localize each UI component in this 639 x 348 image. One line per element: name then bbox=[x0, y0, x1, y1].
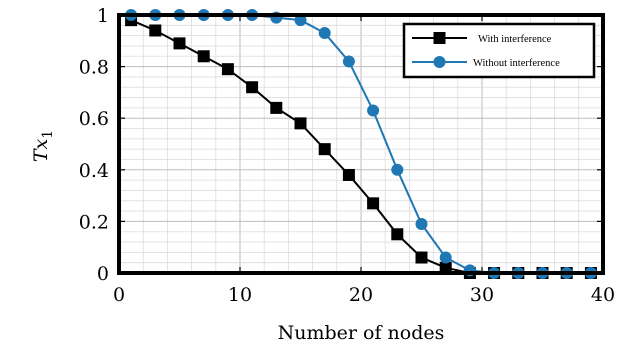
y-axis-label-subscript: 1 bbox=[40, 130, 56, 139]
legend-marker-without-interference bbox=[433, 56, 446, 68]
data-point bbox=[391, 228, 404, 241]
data-point bbox=[246, 81, 259, 94]
data-point bbox=[367, 197, 380, 210]
y-tick-label: 0.6 bbox=[79, 108, 109, 130]
ticks: 0 10 20 30 40 0 0.2 0.4 0.6 0.8 1 bbox=[79, 5, 615, 306]
legend-box bbox=[402, 22, 596, 79]
x-tick-label: 30 bbox=[470, 284, 494, 306]
x-tick-label: 10 bbox=[228, 284, 252, 306]
data-point bbox=[391, 163, 404, 176]
data-point bbox=[270, 101, 283, 114]
legend-marker-with-interference bbox=[433, 32, 446, 44]
x-tick-label: 20 bbox=[349, 284, 373, 306]
data-point bbox=[173, 37, 186, 50]
legend: With interference Without interference bbox=[402, 22, 596, 79]
data-point bbox=[439, 261, 452, 274]
data-point bbox=[439, 251, 452, 264]
data-point bbox=[294, 117, 307, 130]
x-tick-label: 0 bbox=[113, 284, 125, 306]
data-point bbox=[221, 63, 234, 76]
data-point bbox=[415, 251, 428, 264]
data-point bbox=[318, 143, 331, 156]
svg-text:Tx1: Tx1 bbox=[30, 130, 56, 162]
data-point bbox=[367, 104, 380, 117]
x-tick-label: 40 bbox=[591, 284, 615, 306]
data-point bbox=[197, 50, 210, 63]
data-point bbox=[294, 14, 307, 27]
data-point bbox=[415, 217, 428, 230]
data-point bbox=[149, 24, 162, 37]
x-axis-label: Number of nodes bbox=[278, 322, 445, 344]
y-tick-label: 1 bbox=[97, 5, 109, 27]
y-tick-label: 0.4 bbox=[79, 160, 109, 182]
data-point bbox=[318, 27, 331, 40]
y-axis-label: Tx bbox=[30, 138, 52, 162]
legend-label-with-interference: With interference bbox=[478, 34, 552, 45]
y-tick-label: 0.2 bbox=[79, 211, 109, 233]
data-point bbox=[342, 55, 355, 68]
y-tick-label: 0.8 bbox=[79, 57, 109, 79]
legend-label-without-interference: Without interference bbox=[473, 58, 560, 69]
y-axis-label-group: Tx1 bbox=[30, 130, 56, 162]
data-point bbox=[342, 168, 355, 181]
y-tick-label: 0 bbox=[97, 263, 109, 285]
